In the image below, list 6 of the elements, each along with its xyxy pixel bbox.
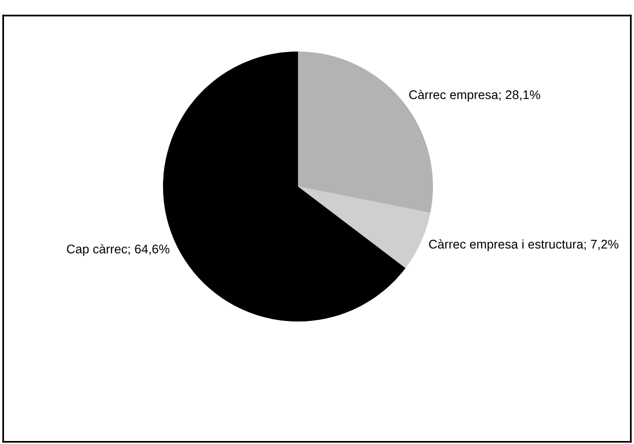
slice-label: Càrrec empresa i estructura bbox=[429, 239, 584, 252]
data-label: ; 28,1% bbox=[499, 90, 540, 101]
data-label: ; 7,2% bbox=[584, 240, 618, 250]
slice-label: Càrrec empresa bbox=[409, 90, 498, 102]
slice-label: Cap càrrec bbox=[66, 244, 128, 256]
data-label: ; 64,6% bbox=[128, 244, 170, 255]
